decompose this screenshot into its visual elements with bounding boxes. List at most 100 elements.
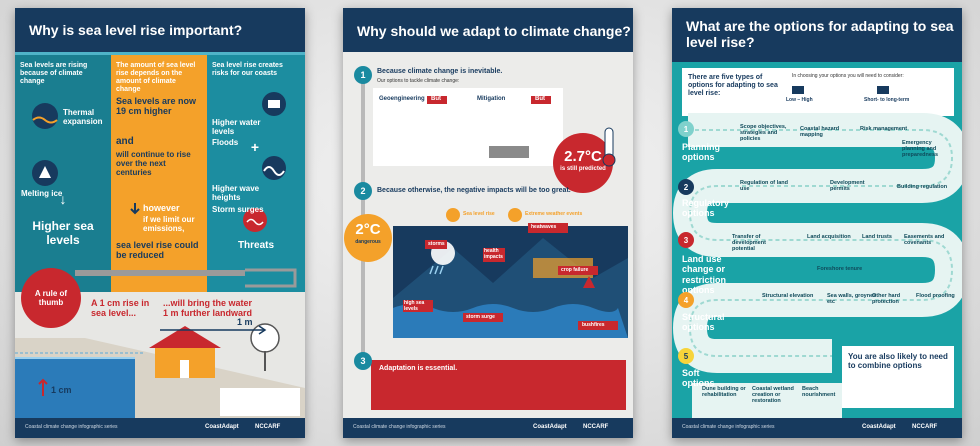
- connector-word: however: [143, 203, 180, 213]
- option-item: Easements and covenants: [904, 234, 945, 247]
- decoration: [344, 214, 392, 262]
- decoration: [688, 129, 954, 357]
- decoration: [243, 208, 267, 232]
- decoration: [877, 86, 889, 94]
- decoration: [130, 203, 140, 215]
- option-type: Regulatory options: [682, 198, 730, 219]
- poster-header: Why is sea level rise important?: [15, 8, 305, 52]
- rise-label: 1 cm: [51, 385, 72, 395]
- series-name: Coastal climate change infographic serie…: [353, 424, 446, 430]
- result-text: Higher sea levels: [32, 219, 94, 247]
- decoration: [602, 153, 616, 167]
- risk-item: Floods: [212, 138, 239, 147]
- decoration: [38, 378, 48, 396]
- decoration: [682, 68, 954, 116]
- decoration: [583, 276, 595, 288]
- distance-label: 1 m: [237, 317, 253, 327]
- logo: CoastAdapt: [533, 424, 567, 430]
- impact-label: health impacts: [484, 248, 503, 260]
- cost-scale: Low – High: [786, 97, 813, 103]
- decoration: [32, 116, 58, 124]
- decoration: [558, 266, 598, 275]
- decoration: [258, 325, 267, 335]
- poster-header: Why should we adapt to climate change?: [343, 8, 633, 52]
- result-text: Threats: [237, 240, 275, 251]
- decoration: [245, 268, 297, 288]
- decoration: [149, 326, 221, 348]
- decoration: [371, 360, 626, 410]
- option-item: Dune building or rehabilitation: [702, 386, 746, 399]
- option-item: Coastal hazard mapping: [800, 126, 840, 139]
- sea-level-fact: if we limit our emissions,: [143, 215, 195, 234]
- step-number: 1: [354, 66, 372, 84]
- cause-item: Melting ice: [21, 189, 63, 198]
- poster-footer: Coastal climate change infographic serie…: [15, 418, 305, 438]
- impact-label: heatwaves: [531, 224, 557, 230]
- decoration: [403, 300, 433, 312]
- option-name: Mitigation: [477, 96, 506, 102]
- rule-text: ...will bring the water 1 m further land…: [163, 298, 253, 319]
- decoration: [263, 166, 285, 176]
- option-item: Land acquisition: [807, 234, 851, 240]
- decoration: [15, 52, 305, 55]
- decoration: [429, 265, 444, 275]
- intro-text: There are five types of options for adap…: [688, 74, 778, 98]
- option-number: 2: [678, 179, 694, 195]
- column-heading: Sea levels are rising because of climate…: [20, 62, 88, 86]
- decoration: [425, 240, 447, 249]
- option-number: 1: [678, 121, 694, 137]
- decoration: [463, 313, 503, 322]
- sea-level-fact: sea level rise could be reduced: [116, 240, 199, 261]
- decoration: [692, 383, 842, 418]
- decoration: [264, 351, 266, 371]
- column-heading: Sea level rise creates risks for our coa…: [212, 62, 283, 78]
- poster-1-shapes: ↓ +: [15, 8, 305, 438]
- option-caveat: But: [535, 96, 545, 102]
- poster-footer: Coastal climate change infographic serie…: [343, 418, 633, 438]
- option-item: Regulation of land use: [740, 180, 788, 193]
- rule-text: A 1 cm rise in sea level...: [91, 298, 150, 319]
- poster-title: Why is sea level rise important?: [29, 22, 243, 38]
- poster-3-shapes: [672, 8, 962, 438]
- poster-adaptation-options: What are the options for adapting to sea…: [672, 8, 962, 438]
- decoration: [246, 218, 264, 226]
- decoration: ↓: [60, 191, 67, 207]
- option-item: Building regulation: [897, 184, 948, 190]
- impact-type: Sea level rise: [463, 211, 495, 217]
- option-type: Structural options: [682, 312, 725, 333]
- option-type: Land use change or restriction options: [682, 254, 727, 296]
- option-number: 3: [678, 232, 694, 248]
- poster-title: Why should we adapt to climate change?: [357, 23, 631, 39]
- poster-footer: Coastal climate change infographic serie…: [672, 418, 962, 438]
- decoration: [39, 166, 51, 178]
- impact-label: bushfires: [582, 322, 605, 328]
- step-number: 3: [354, 352, 372, 370]
- decoration: [489, 146, 529, 158]
- step-heading: Because otherwise, the negative impacts …: [377, 187, 571, 194]
- decoration: [15, 52, 111, 292]
- option-item: Emergency planning and preparedness: [902, 140, 939, 159]
- poster-2-shapes: [343, 8, 633, 438]
- step-heading: Because climate change is inevitable.: [377, 68, 503, 75]
- risk-item: Higher wave heights: [212, 184, 260, 203]
- option-number: 5: [678, 348, 694, 364]
- impact-type: Extreme weather events: [525, 211, 583, 217]
- logo: NCCARF: [255, 424, 281, 430]
- option-type: Soft options: [682, 368, 715, 389]
- option-number: 4: [678, 292, 694, 308]
- option-type: Planning options: [682, 142, 720, 163]
- option-name: Geoengineering: [379, 96, 425, 102]
- option-item: Beach nourishment: [802, 386, 836, 399]
- option-item: Scope objectives, strategies and policie…: [740, 124, 787, 143]
- cause-item: Thermal expansion: [63, 108, 103, 127]
- step-number: 2: [354, 182, 372, 200]
- warming-limit: 2°C: [355, 221, 381, 238]
- combine-note: You are also likely to need to combine o…: [848, 352, 948, 371]
- poster-title: What are the options for adapting to sea…: [686, 18, 954, 51]
- option-item: Structural elevation: [762, 293, 814, 299]
- decoration: [111, 52, 207, 292]
- option-item: Transfer of development potential: [732, 234, 766, 253]
- decoration: [553, 133, 613, 193]
- option-item: Risk management: [860, 126, 908, 132]
- decoration: [180, 360, 189, 378]
